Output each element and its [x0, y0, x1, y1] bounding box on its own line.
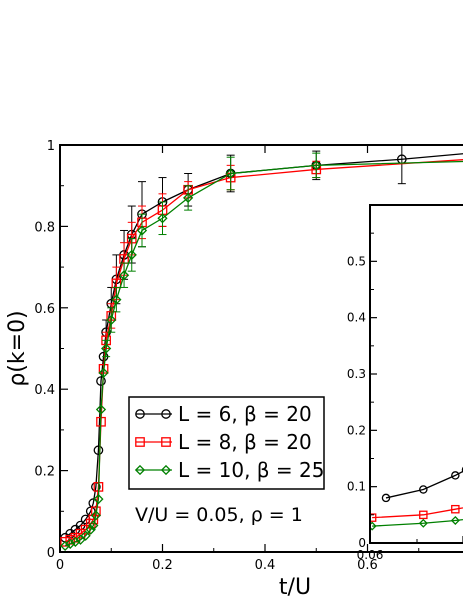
data-point-2	[85, 524, 96, 535]
data-point-2	[136, 225, 148, 236]
inset-background	[370, 205, 463, 543]
y-axis-label: ρ(k=0)	[5, 310, 30, 386]
inset-y-tick-label: 0.4	[347, 311, 366, 325]
y-tick-label: 0.2	[34, 465, 55, 480]
inset-y-tick-label: 0.3	[347, 367, 366, 381]
main-plot: 0 0.2 0.4 0.6 0 0.2 0.4 0.6 0.8 1 t/U ρ(k=0)	[5, 139, 463, 599]
inset-y-tick-label: 0.1	[347, 480, 366, 494]
inset-y-tick-label: 0.5	[347, 254, 366, 268]
data-point-2	[111, 294, 122, 305]
inset-data-point-1	[370, 513, 377, 522]
x-tick-label: 0	[56, 558, 64, 573]
inset-y-tick-label: 0.2	[347, 423, 366, 437]
inset-data-point-2	[370, 521, 377, 531]
inset-data-point-0	[419, 485, 428, 494]
data-point-2	[60, 540, 71, 552]
legend-label: L = 10, β = 25	[178, 458, 324, 482]
inset-series-line-2	[372, 519, 463, 527]
legend-marker	[161, 409, 171, 419]
legend-marker	[135, 409, 145, 419]
main-series-group	[60, 145, 463, 552]
data-point-0	[96, 376, 106, 386]
data-point-2	[65, 538, 76, 549]
inset-series-line-1	[372, 507, 463, 519]
data-point-2	[126, 249, 137, 261]
legend-label: L = 6, β = 20	[178, 402, 312, 426]
data-point-0	[93, 445, 104, 456]
inset-data-point-0	[451, 471, 460, 480]
data-point-2	[106, 314, 117, 326]
data-point-2	[311, 160, 322, 171]
data-point-2	[70, 536, 81, 547]
y-tick-label: 0.6	[34, 302, 55, 317]
inset-series-group	[370, 466, 463, 531]
x-tick-label: 0.6	[357, 558, 378, 573]
inset-y-tick-label: 0	[358, 536, 366, 550]
annotation-text: V/U = 0.05, ρ = 1	[135, 504, 303, 526]
legend-marker	[161, 437, 171, 447]
y-tick-label: 0.8	[34, 220, 55, 235]
data-point-2	[88, 520, 99, 531]
inset-data-point-0	[381, 493, 391, 503]
data-point-2	[93, 493, 104, 505]
y-tick-label: 1	[47, 139, 55, 154]
data-point-2	[225, 168, 236, 179]
data-point-2	[98, 367, 109, 379]
data-point-2	[183, 192, 194, 204]
x-tick-label: 0.2	[152, 558, 173, 573]
legend: L = 6, β = 20 L = 8, β = 20 L = 10, β = 25	[128, 396, 325, 490]
inset-data-point-2	[418, 518, 428, 528]
data-point-1	[60, 536, 70, 547]
legend-marker	[134, 464, 146, 476]
data-point-2	[80, 530, 91, 541]
y-tick-label: 0	[47, 546, 55, 561]
data-point-2	[95, 404, 107, 415]
x-axis-label: t/U	[279, 575, 311, 599]
inset-data-point-1	[451, 504, 460, 514]
y-tick-label: 0.4	[34, 383, 55, 398]
data-point-2	[90, 510, 101, 521]
legend-marker	[160, 464, 172, 476]
inset-data-point-0	[461, 466, 463, 473]
inset-plot: 00.10.20.30.40.50.060	[347, 204, 463, 562]
legend-label: L = 8, β = 20	[178, 430, 312, 454]
inset-data-point-2	[450, 515, 460, 525]
data-point-2	[118, 270, 130, 281]
data-point-2	[101, 343, 112, 354]
data-point-1	[80, 524, 91, 535]
legend-marker	[135, 437, 145, 447]
inset-x-tick-label: 0.06	[357, 548, 384, 562]
inset-series-line-0	[385, 470, 463, 499]
inset-data-point-1	[419, 510, 428, 520]
x-tick-label: 0.4	[255, 558, 276, 573]
data-point-2	[157, 213, 168, 224]
